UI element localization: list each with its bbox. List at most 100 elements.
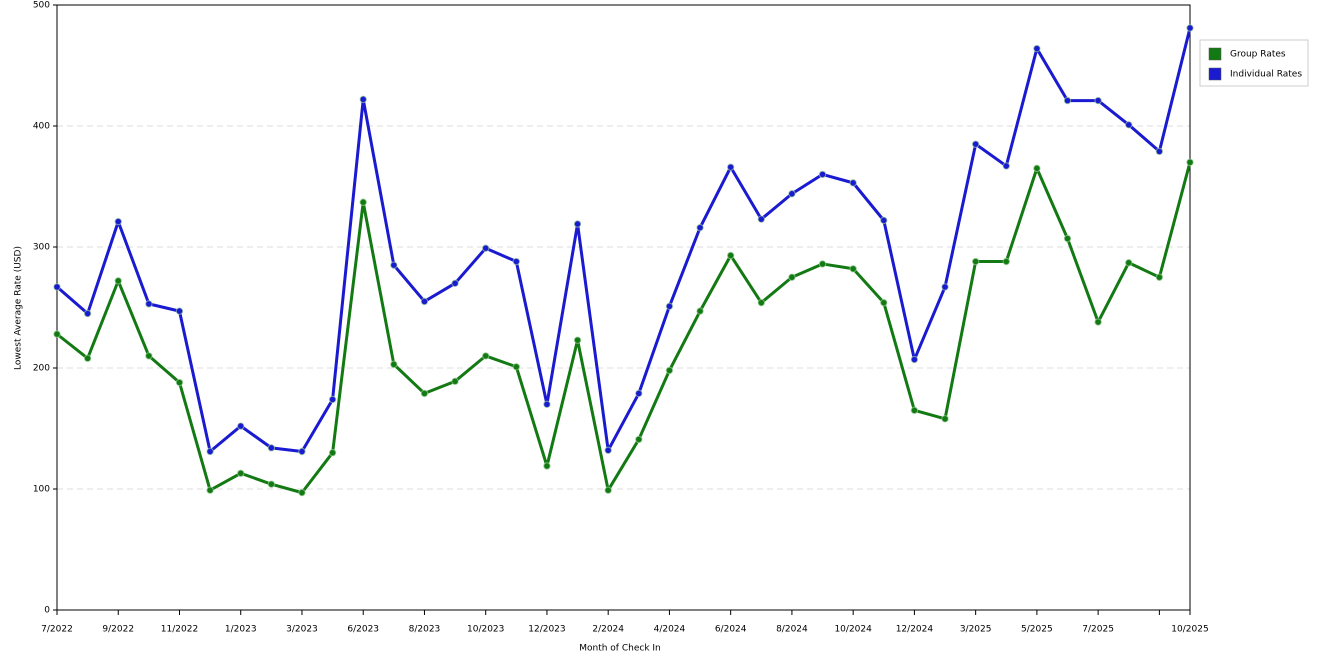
x-tick-label: 6/2024 xyxy=(715,625,747,635)
data-point xyxy=(665,302,674,310)
data-point xyxy=(910,355,919,364)
data-point xyxy=(175,378,184,387)
data-point xyxy=(941,283,949,291)
data-point xyxy=(145,352,153,360)
x-tick-label: 7/2022 xyxy=(41,625,73,635)
data-point xyxy=(420,297,429,306)
data-point xyxy=(543,462,551,470)
data-point xyxy=(1033,164,1041,173)
data-point xyxy=(1094,318,1102,326)
data-point xyxy=(1125,121,1133,129)
x-tick-label: 12/2024 xyxy=(896,625,934,635)
data-point xyxy=(818,170,827,179)
data-point xyxy=(53,330,61,338)
data-point xyxy=(849,265,857,273)
x-tick-label: 10/2025 xyxy=(1171,625,1208,635)
data-point xyxy=(206,447,214,456)
y-tick-label: 0 xyxy=(44,606,50,616)
data-point xyxy=(83,354,92,363)
data-point xyxy=(726,251,735,260)
data-point xyxy=(390,261,398,269)
legend-swatch xyxy=(1208,47,1222,61)
data-point xyxy=(114,277,122,285)
x-tick-label: 8/2023 xyxy=(409,625,441,635)
data-point xyxy=(1094,96,1102,105)
data-point xyxy=(788,190,796,198)
data-point xyxy=(1063,96,1072,105)
data-point xyxy=(1033,44,1041,53)
x-tick-label: 2/2024 xyxy=(592,625,624,635)
x-tick-label: 10/2023 xyxy=(467,625,504,635)
data-point xyxy=(1155,273,1164,281)
data-point xyxy=(237,422,245,430)
data-point xyxy=(175,307,184,315)
y-tick-label: 400 xyxy=(33,122,50,132)
data-point xyxy=(573,336,582,344)
data-point xyxy=(298,447,306,456)
data-point xyxy=(420,389,429,398)
data-point xyxy=(635,435,643,444)
data-point xyxy=(206,486,214,494)
x-tick-label: 3/2025 xyxy=(960,625,992,635)
data-point xyxy=(665,366,674,375)
x-tick-label: 12/2023 xyxy=(528,625,565,635)
data-point xyxy=(1002,162,1010,170)
data-point xyxy=(573,220,582,228)
x-tick-label: 4/2024 xyxy=(654,625,686,635)
x-tick-label: 7/2025 xyxy=(1082,625,1114,635)
data-point xyxy=(145,300,153,308)
data-point xyxy=(818,260,827,268)
data-point xyxy=(267,480,276,488)
data-point xyxy=(451,377,459,386)
data-point xyxy=(83,309,92,318)
data-point xyxy=(696,307,704,315)
data-point xyxy=(512,363,521,371)
y-tick-label: 100 xyxy=(33,485,50,495)
data-point xyxy=(880,298,888,307)
data-point xyxy=(267,444,276,452)
data-point xyxy=(1186,24,1194,32)
data-point xyxy=(604,486,612,494)
x-tick-label: 6/2023 xyxy=(347,625,379,635)
data-point xyxy=(298,488,306,497)
data-point xyxy=(390,360,398,369)
y-tick-label: 200 xyxy=(33,364,50,374)
data-point xyxy=(114,217,122,226)
data-point xyxy=(53,283,61,291)
data-point xyxy=(696,223,704,232)
y-tick-label: 500 xyxy=(33,1,50,11)
data-point xyxy=(635,389,643,398)
data-point xyxy=(1155,147,1164,156)
legend-swatch xyxy=(1208,67,1222,81)
data-point xyxy=(451,279,459,287)
data-point xyxy=(482,352,490,360)
x-tick-label: 3/2023 xyxy=(286,625,318,635)
y-axis-title: Lowest Average Rate (USD) xyxy=(14,246,24,370)
data-point xyxy=(543,400,551,408)
data-point xyxy=(941,415,949,423)
series-line xyxy=(56,161,1192,495)
data-point xyxy=(1125,259,1133,267)
data-point xyxy=(1063,234,1072,243)
plot-frame xyxy=(56,4,1191,611)
data-point xyxy=(788,273,796,281)
legend-label: Individual Rates xyxy=(1230,70,1302,80)
data-point xyxy=(482,244,490,252)
data-point xyxy=(328,395,337,404)
data-point xyxy=(604,446,612,454)
x-tick-label: 9/2022 xyxy=(102,625,134,635)
data-point xyxy=(1186,158,1194,167)
data-point xyxy=(910,406,919,415)
x-axis-title: Month of Check In xyxy=(579,644,661,654)
data-point xyxy=(757,298,765,307)
data-point xyxy=(971,140,980,148)
data-point xyxy=(757,215,765,223)
x-tick-label: 8/2024 xyxy=(776,625,808,635)
data-point xyxy=(726,163,735,171)
data-point xyxy=(1002,257,1010,266)
data-point xyxy=(849,179,857,187)
x-tick-label: 11/2022 xyxy=(161,625,198,635)
x-tick-label: 1/2023 xyxy=(225,625,257,635)
x-tick-label: 10/2024 xyxy=(834,625,872,635)
